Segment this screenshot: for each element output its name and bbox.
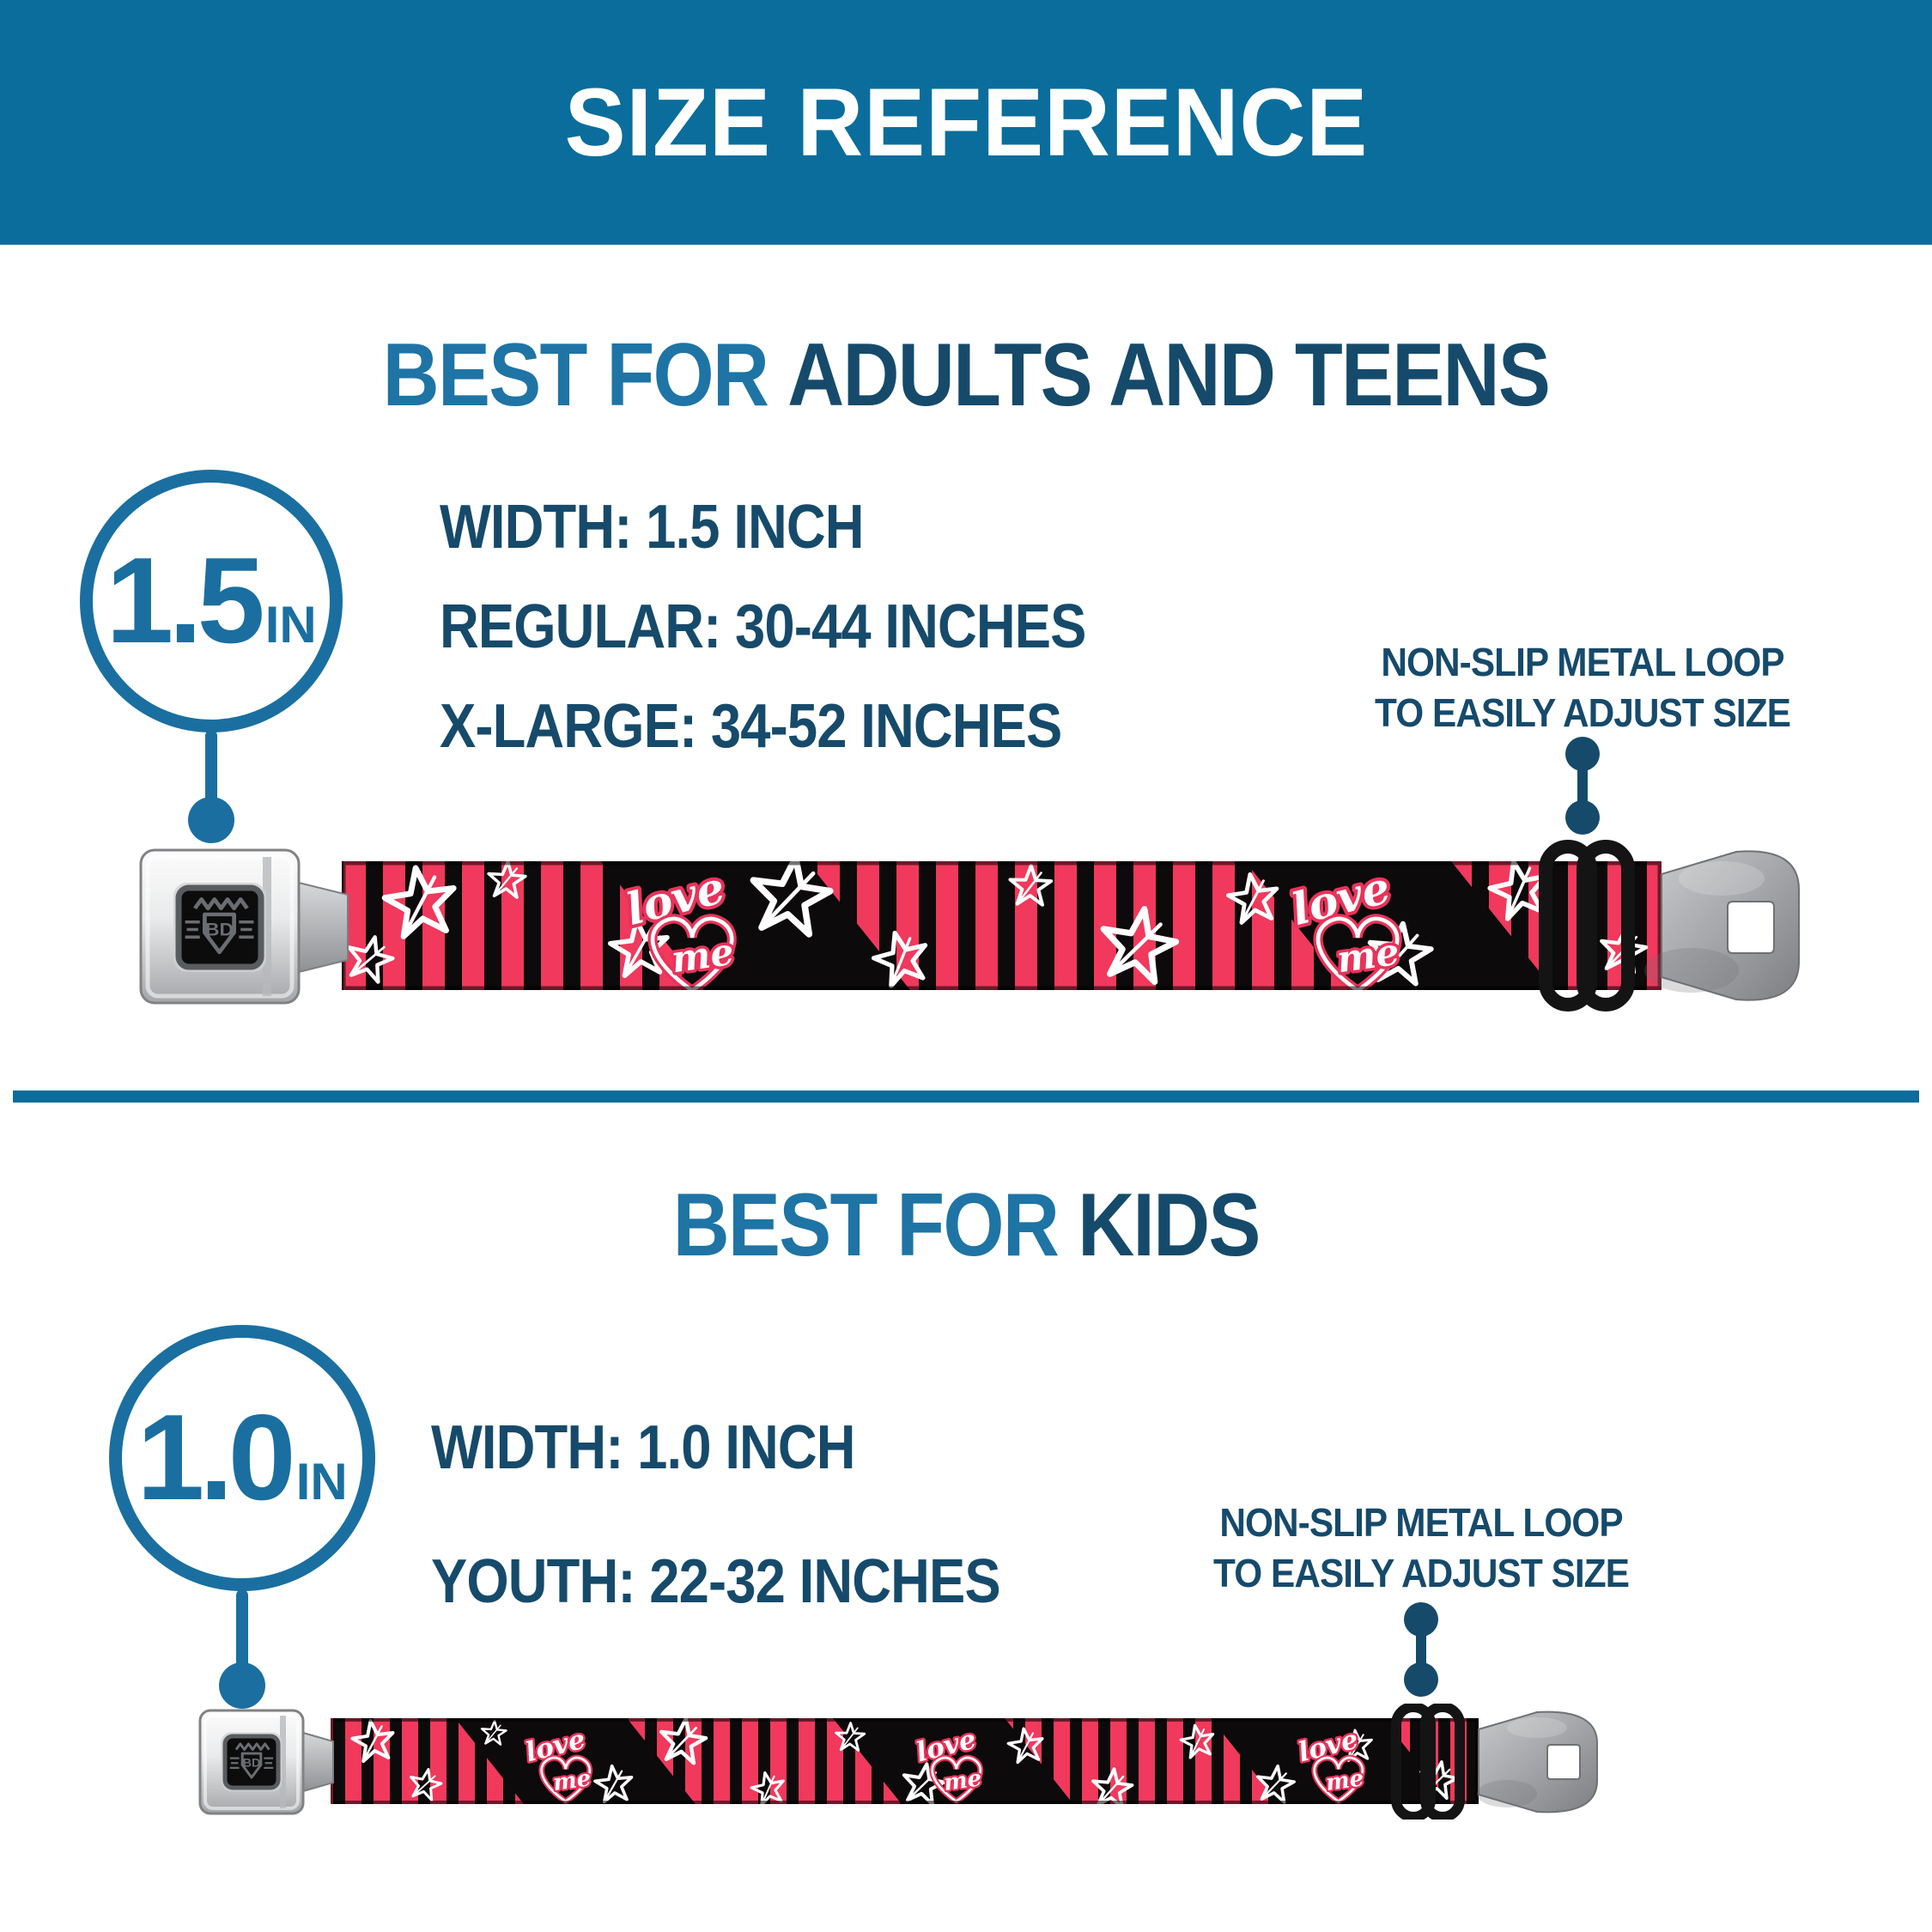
badge-stem (236, 1589, 248, 1672)
stripe-band (331, 1718, 524, 1804)
spec-line: REGULAR: 30-44 INCHES (440, 592, 1086, 661)
metal-loop-callout-kids: NON-SLIP METAL LOOP TO EASILY ADJUST SIZ… (1146, 1498, 1696, 1599)
belt-tip-icon (1644, 850, 1800, 1001)
spec-list-adults: WIDTH: 1.5 INCH REGULAR: 30-44 INCHES X-… (440, 477, 1086, 776)
badge-dot (219, 1662, 265, 1709)
stripe-band (1005, 1718, 1279, 1804)
badge-unit: IN (264, 596, 317, 653)
kids-belt-image (198, 1704, 1598, 1820)
seatbelt-buckle-icon (139, 848, 349, 1005)
header-banner: SIZE REFERENCE (0, 0, 1932, 245)
buckle-prong (302, 1731, 334, 1793)
metal-loop-icon (1539, 840, 1635, 1012)
badge-value: 1.0 (137, 1389, 295, 1526)
badge-value: 1.5 (106, 532, 264, 669)
heading-prefix: BEST FOR (382, 325, 769, 425)
badge-stem (205, 730, 217, 809)
metal-loop-icon (1391, 1704, 1465, 1820)
pointer-dot (1565, 800, 1600, 835)
buckle-prong (298, 881, 349, 974)
badge-unit: IN (295, 1453, 348, 1510)
badge-dot (188, 797, 234, 843)
spec-line: YOUTH: 22-32 INCHES (431, 1547, 1001, 1616)
belt-strap (331, 1718, 1479, 1804)
seatbelt-buckle-icon (198, 1709, 334, 1815)
spec-list-kids: WIDTH: 1.0 INCH YOUTH: 22-32 INCHES (431, 1381, 1001, 1649)
belt-tip-icon (1477, 1710, 1598, 1814)
section-heading-adults: BEST FOR ADULTS AND TEENS (0, 325, 1932, 427)
stripe-band (627, 1718, 902, 1804)
callout-line: NON-SLIP METAL LOOP (1381, 640, 1784, 684)
spec-line: X-LARGE: 34-52 INCHES (440, 692, 1062, 761)
callout-line: NON-SLIP METAL LOOP (1219, 1500, 1623, 1545)
width-badge-1-5in: 1.5 IN (80, 470, 343, 732)
section-heading-kids: BEST FOR KIDS (0, 1175, 1932, 1277)
heading-prefix: BEST FOR (672, 1176, 1059, 1275)
callout-line: TO EASILY ADJUST SIZE (1213, 1551, 1630, 1595)
heading-rest: ADULTS AND TEENS (787, 325, 1551, 425)
section-divider (13, 1091, 1919, 1103)
metal-loop-callout-adults: NON-SLIP METAL LOOP TO EASILY ADJUST SIZ… (1308, 637, 1857, 738)
adults-belt-image: BD love me (139, 840, 1800, 1012)
belt-strap (342, 861, 1662, 990)
pointer-dot (1404, 1662, 1438, 1697)
width-badge-1-0in: 1.0 IN (109, 1325, 375, 1591)
stripe-band (807, 861, 1348, 990)
spec-line: WIDTH: 1.0 INCH (431, 1413, 856, 1482)
callout-line: TO EASILY ADJUST SIZE (1375, 690, 1791, 735)
spec-line: WIDTH: 1.5 INCH (440, 493, 865, 562)
heading-rest: KIDS (1077, 1176, 1261, 1275)
page-title: SIZE REFERENCE (564, 69, 1368, 176)
